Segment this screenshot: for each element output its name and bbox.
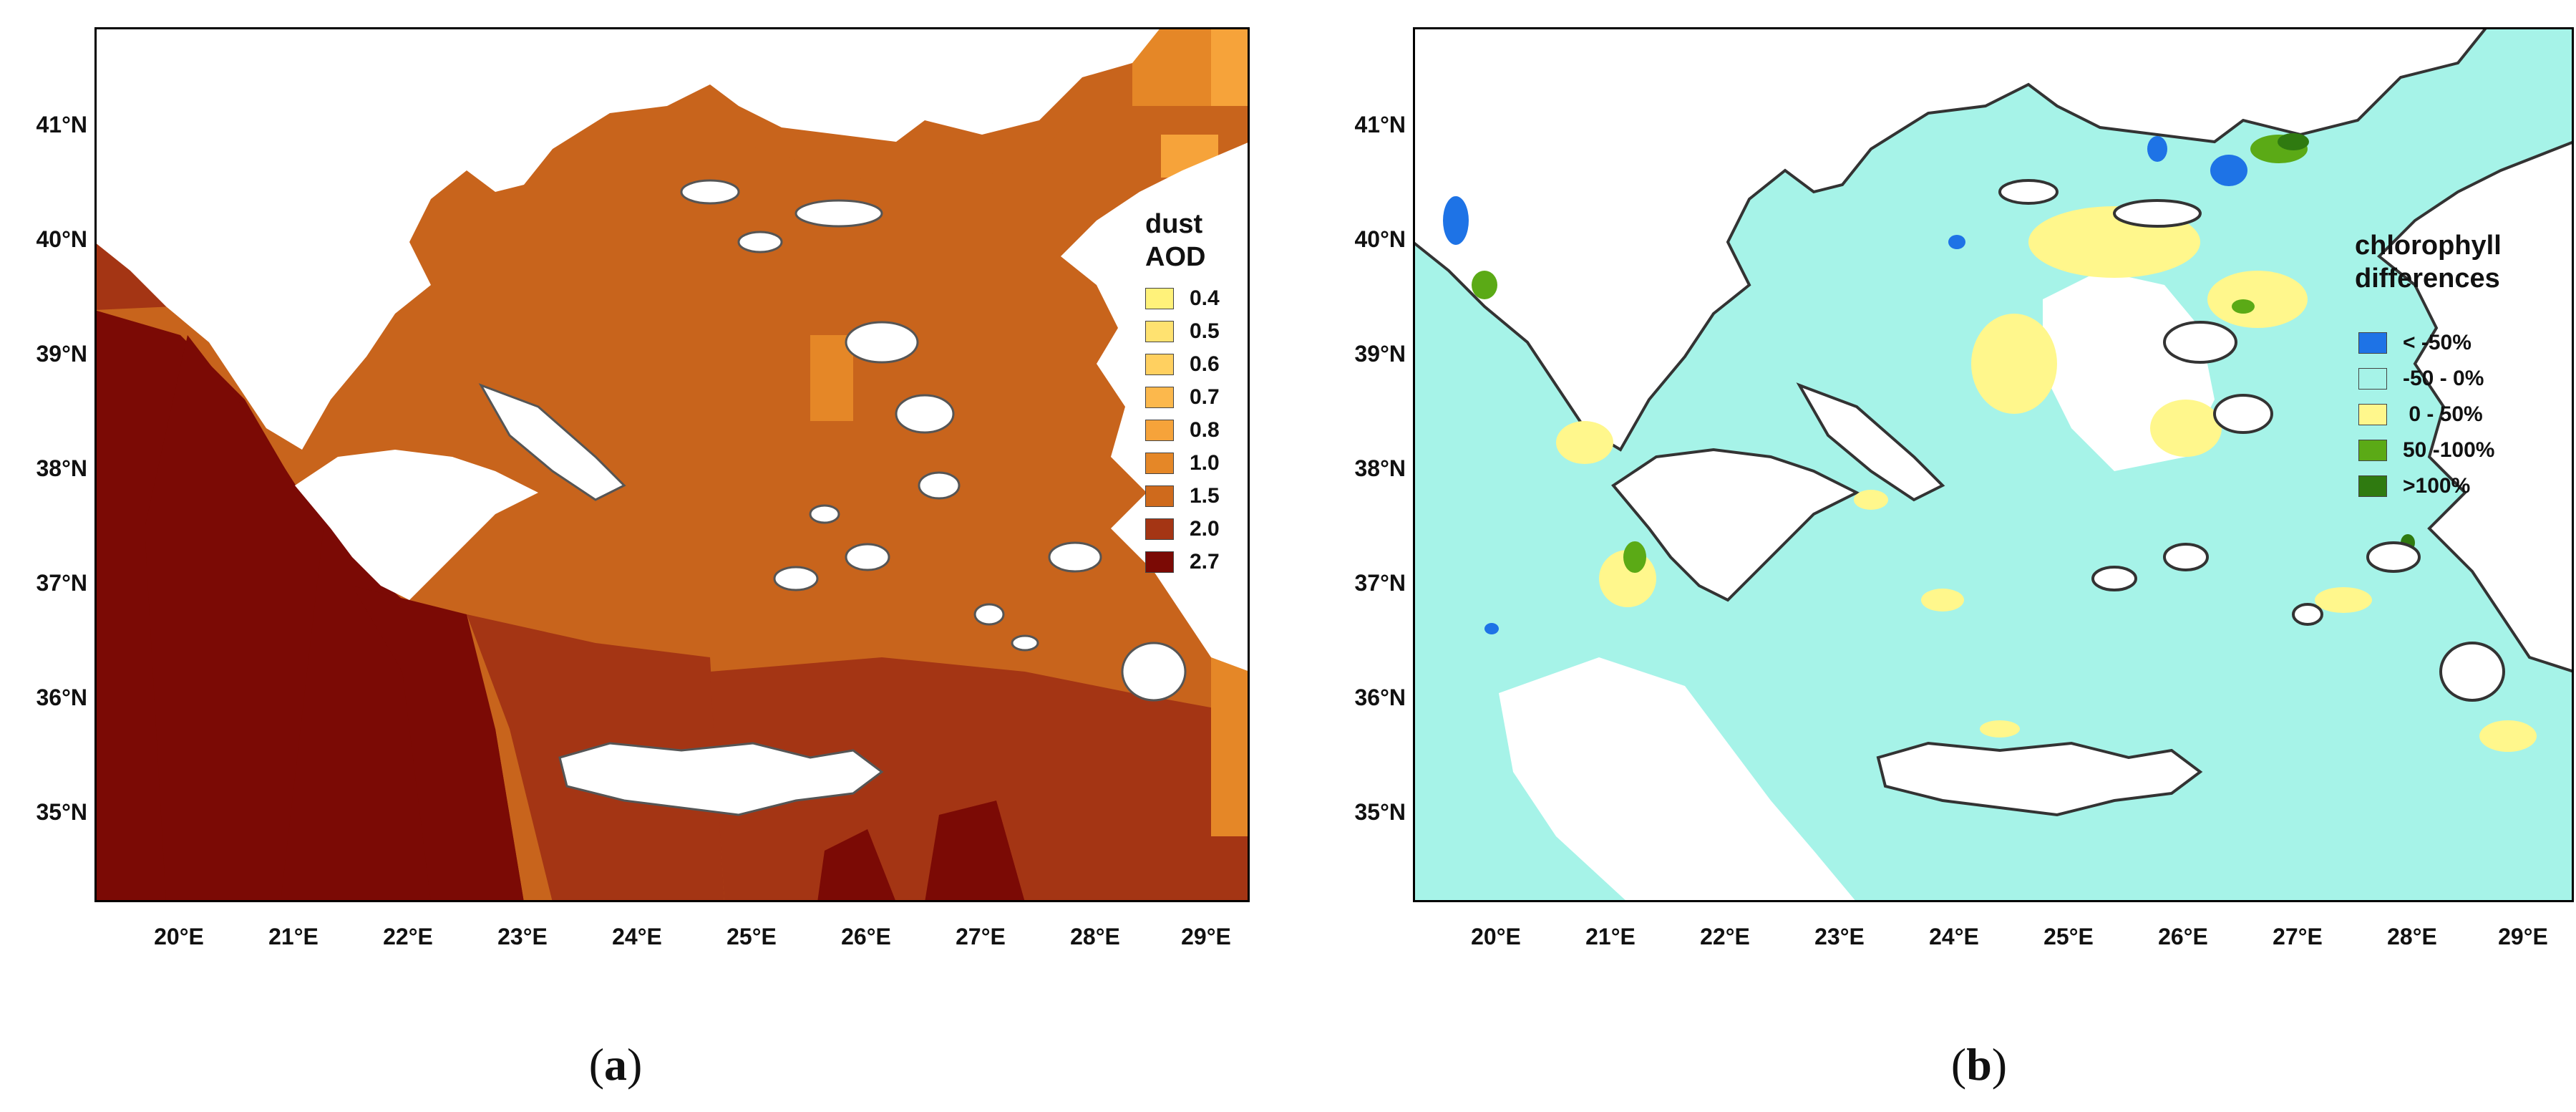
legend-label: 0 - 50%: [2403, 402, 2483, 426]
legend-swatch: [1145, 420, 1174, 441]
legend-label: 0.5: [1190, 319, 1220, 343]
legend-item: 0.4: [1145, 286, 1220, 311]
legend-item: < -50%: [2358, 331, 2471, 355]
legend-label: 0.7: [1190, 385, 1220, 409]
lat-label: 38°N: [36, 455, 88, 481]
legend-label: 0.6: [1190, 352, 1220, 376]
legend-swatch: [2358, 368, 2387, 390]
lon-label: 22°E: [1700, 924, 1750, 949]
legend-label: 1.5: [1190, 484, 1220, 508]
lat-label: 41°N: [36, 112, 88, 137]
lon-label: 23°E: [497, 924, 548, 949]
lon-label: 20°E: [1471, 924, 1521, 949]
panel-b: 41°N 40°N 39°N 38°N 37°N 36°N 35°N 20°E …: [1303, 0, 2576, 1112]
lon-label: 29°E: [2498, 924, 2548, 949]
legend-item: 1.5: [1145, 484, 1220, 508]
lat-label: 41°N: [1354, 112, 1406, 137]
lon-label: 21°E: [1585, 924, 1635, 949]
lat-label: 35°N: [1354, 799, 1406, 825]
legend-item: 50 -100%: [2358, 438, 2494, 463]
legend-swatch: [2358, 332, 2387, 354]
lon-label: 20°E: [154, 924, 204, 949]
lon-label: 25°E: [726, 924, 777, 949]
panel-caption: (a): [588, 1039, 643, 1090]
lon-label: 25°E: [2043, 924, 2094, 949]
lon-label: 26°E: [841, 924, 891, 949]
lat-label: 36°N: [36, 685, 88, 710]
legend-title: chlorophyll differences: [2355, 229, 2502, 295]
map-frame: [94, 27, 1250, 902]
lat-label: 39°N: [1354, 341, 1406, 367]
legend-label: < -50%: [2403, 331, 2471, 354]
lon-label: 22°E: [383, 924, 433, 949]
legend-label: 2.0: [1190, 517, 1220, 541]
lon-label: 29°E: [1181, 924, 1231, 949]
legend-label: 1.0: [1190, 451, 1220, 475]
legend-title-line2: differences: [2355, 264, 2500, 294]
lon-label: 27°E: [2273, 924, 2323, 949]
legend-title: dust AOD: [1145, 208, 1205, 274]
lat-label: 36°N: [1354, 685, 1406, 710]
lon-label: 24°E: [612, 924, 662, 949]
legend-title-line2: AOD: [1145, 242, 1206, 272]
lon-label: 21°E: [268, 924, 319, 949]
lon-label: 28°E: [2387, 924, 2437, 949]
legend-label: 0.8: [1190, 418, 1220, 442]
legend-label: -50 - 0%: [2403, 367, 2484, 390]
legend-swatch: [1145, 551, 1174, 573]
caption-letter: b: [1966, 1039, 1992, 1090]
legend-item: 0.6: [1145, 352, 1220, 377]
legend-swatch: [2358, 404, 2387, 425]
legend-label: >100%: [2403, 474, 2471, 498]
legend-swatch: [1145, 453, 1174, 474]
legend-swatch: [2358, 475, 2387, 497]
lat-label: 40°N: [1354, 226, 1406, 252]
dust-aod-map: [94, 27, 1250, 902]
lon-label: 26°E: [2158, 924, 2208, 949]
lat-label: 38°N: [1354, 455, 1406, 481]
legend-swatch: [1145, 321, 1174, 342]
legend-title-line1: dust: [1145, 209, 1203, 239]
lat-label: 37°N: [1354, 570, 1406, 596]
legend-item: 0.5: [1145, 319, 1220, 344]
lat-label: 39°N: [36, 341, 88, 367]
legend-item: 0 - 50%: [2358, 402, 2483, 427]
legend-item: 0.8: [1145, 418, 1220, 443]
legend-swatch: [1145, 354, 1174, 375]
legend-title-line1: chlorophyll: [2355, 231, 2502, 261]
caption-letter: a: [604, 1039, 627, 1090]
lon-label: 27°E: [956, 924, 1006, 949]
lon-label: 28°E: [1070, 924, 1120, 949]
legend-item: 2.0: [1145, 517, 1220, 541]
legend-swatch: [1145, 518, 1174, 540]
legend-item: 1.0: [1145, 451, 1220, 475]
legend-item: 0.7: [1145, 385, 1220, 410]
legend-swatch: [1145, 387, 1174, 408]
lat-label: 40°N: [36, 226, 88, 252]
legend-label: 50 -100%: [2403, 438, 2495, 462]
panel-caption: (b): [1950, 1039, 2008, 1090]
legend-item: 2.7: [1145, 550, 1220, 574]
chlorophyll-differences-map: [1413, 27, 2574, 902]
legend-swatch: [1145, 288, 1174, 309]
legend-label: 0.4: [1190, 286, 1220, 310]
panel-a: 41°N 40°N 39°N 38°N 37°N 36°N 35°N 20°E …: [0, 0, 1274, 1112]
legend-swatch: [1145, 485, 1174, 507]
legend-item: >100%: [2358, 474, 2470, 498]
legend-label: 2.7: [1190, 550, 1220, 574]
lat-label: 37°N: [36, 570, 88, 596]
map-frame: [1413, 27, 2574, 902]
lat-label: 35°N: [36, 799, 88, 825]
legend-item: -50 - 0%: [2358, 367, 2484, 391]
legend-swatch: [2358, 440, 2387, 461]
lon-label: 23°E: [1814, 924, 1865, 949]
lon-label: 24°E: [1929, 924, 1979, 949]
